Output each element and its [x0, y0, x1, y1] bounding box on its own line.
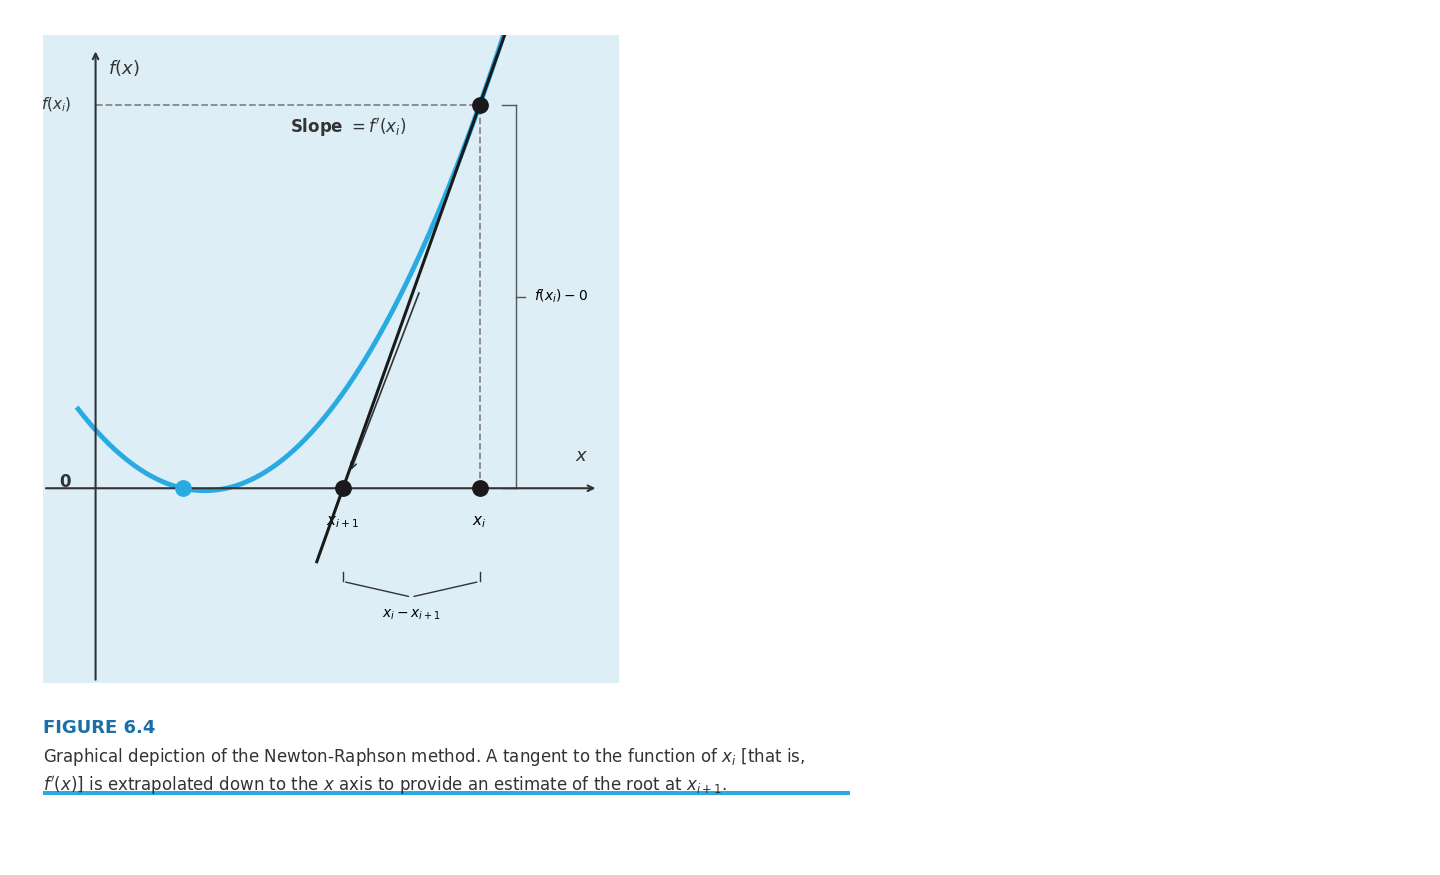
- Text: Graphical depiction of the Newton-Raphson method. A tangent to the function of $: Graphical depiction of the Newton-Raphso…: [43, 746, 805, 767]
- Text: Slope $= f'(x_i)$: Slope $= f'(x_i)$: [291, 116, 408, 138]
- Point: [171, 481, 194, 495]
- Text: $f(x)$: $f(x)$: [108, 58, 140, 78]
- Text: $f'(x)$] is extrapolated down to the $x$ axis to provide an estimate of the root: $f'(x)$] is extrapolated down to the $x$…: [43, 774, 727, 797]
- Text: $f(x_i) - 0$: $f(x_i) - 0$: [534, 288, 588, 305]
- Text: $x_i$: $x_i$: [472, 514, 487, 530]
- Text: $x_i - x_{i+1}$: $x_i - x_{i+1}$: [382, 607, 441, 622]
- Text: 0: 0: [59, 473, 71, 491]
- Point: [468, 98, 491, 112]
- Point: [468, 481, 491, 495]
- Text: $x_{i+1}$: $x_{i+1}$: [327, 514, 360, 530]
- Point: [331, 481, 354, 495]
- Text: FIGURE 6.4: FIGURE 6.4: [43, 719, 156, 738]
- Text: $f(x_i)$: $f(x_i)$: [40, 96, 71, 115]
- Text: $x$: $x$: [575, 447, 588, 465]
